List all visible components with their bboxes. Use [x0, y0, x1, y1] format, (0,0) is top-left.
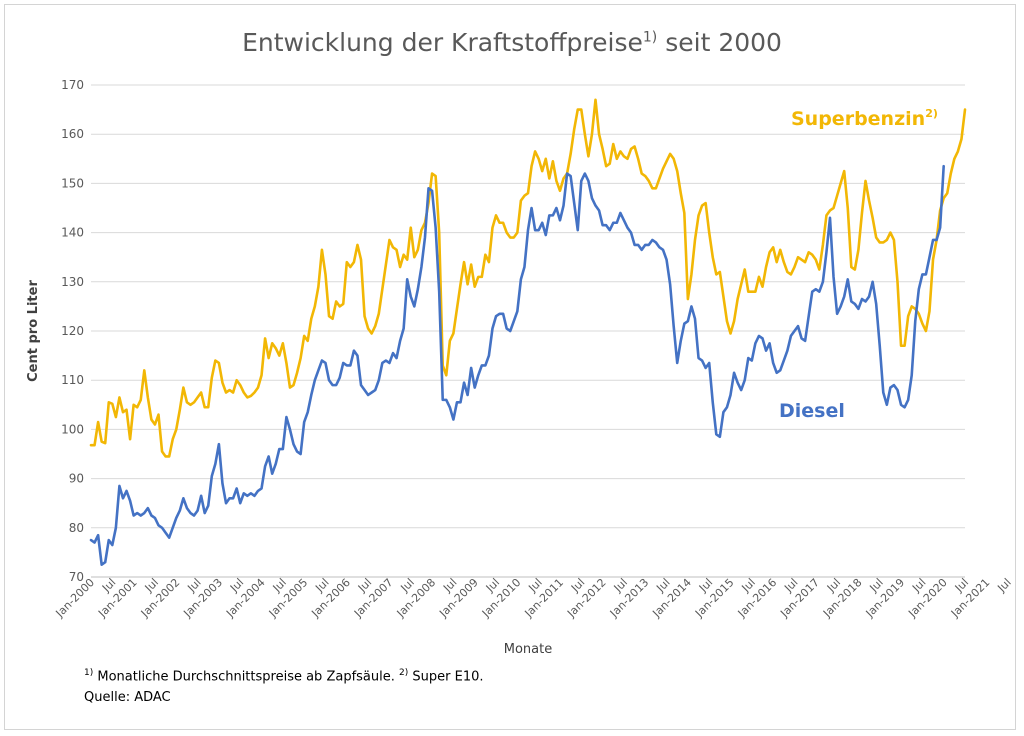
y-axis-title: Cent pro Liter — [26, 280, 41, 382]
footnote-mark-1: 1) — [84, 668, 94, 678]
y-tick-label: 70 — [69, 570, 84, 584]
chart-title-text: Entwicklung der Kraftstoffpreise — [242, 28, 643, 57]
series-line-diesel — [89, 164, 945, 567]
y-tick-label: 120 — [61, 324, 84, 338]
y-tick-label: 80 — [69, 521, 84, 535]
chart-title-footnote-mark: 1) — [642, 29, 658, 46]
y-tick-label: 150 — [61, 176, 84, 190]
x-tick-label: Jul — [994, 576, 1013, 595]
y-tick-label: 100 — [61, 422, 84, 436]
y-tick-label: 130 — [61, 275, 84, 289]
y-tick-label: 140 — [61, 226, 84, 240]
footnote-line-1: 1) Monatliche Durchschnittspreise ab Zap… — [84, 668, 484, 684]
chart-title: Entwicklung der Kraftstoffpreise1) seit … — [0, 28, 1024, 57]
x-axis-title: Monate — [504, 642, 552, 657]
y-tick-label: 90 — [69, 472, 84, 486]
footnote-mark-2: 2) — [399, 668, 409, 678]
y-tick-label: 160 — [61, 127, 84, 141]
footnote-source: Quelle: ADAC — [84, 690, 171, 705]
chart-title-suffix: seit 2000 — [657, 28, 782, 57]
footnote-text-1: Monatliche Durchschnittspreise ab Zapfsä… — [93, 669, 399, 685]
y-tick-label: 110 — [61, 373, 84, 387]
series-line-superbenzin — [89, 98, 967, 458]
y-tick-label: 170 — [61, 78, 84, 92]
series-label-diesel: Diesel — [779, 400, 845, 422]
series-label-superbenzin: Superbenzin2) — [791, 107, 938, 130]
chart-frame — [4, 4, 1016, 730]
footnote-text-2: Super E10. — [408, 669, 484, 685]
